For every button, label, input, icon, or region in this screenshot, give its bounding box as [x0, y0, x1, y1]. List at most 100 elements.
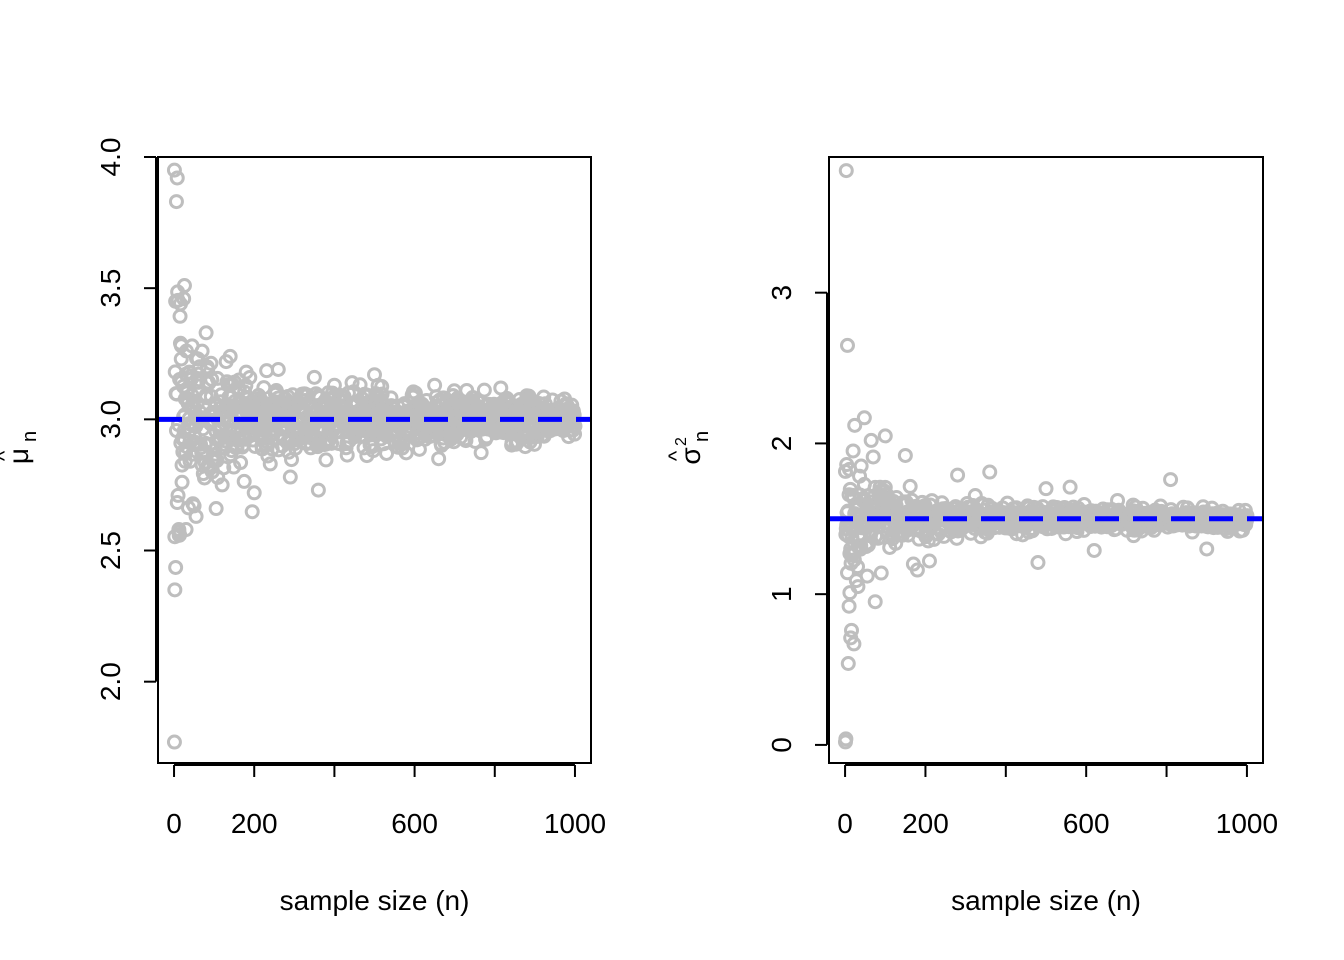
mean-point	[172, 308, 188, 324]
mean-y-tick-label: 3.5	[95, 269, 126, 308]
mean-point	[168, 293, 184, 309]
mean-point	[188, 508, 204, 524]
mean-x-tick-label: 200	[231, 808, 278, 839]
variance-point	[865, 449, 881, 465]
variance-point	[856, 410, 872, 426]
variance-y-tick-label: 2	[766, 436, 797, 452]
variance-point	[867, 594, 883, 610]
variance-point	[950, 467, 966, 483]
mean-point	[306, 369, 322, 385]
mean-point	[374, 379, 390, 395]
mean-point	[344, 375, 360, 391]
mean-point	[194, 343, 210, 359]
mean-point	[282, 469, 298, 485]
variance-point	[860, 537, 876, 553]
mean-point	[259, 363, 275, 379]
mean-point	[203, 355, 219, 371]
mean-y-tick-label: 2.5	[95, 531, 126, 570]
variance-point	[909, 562, 925, 578]
mean-x-axis-title: sample size (n)	[280, 885, 470, 916]
mean-x-tick-label: 600	[391, 808, 438, 839]
variance-point	[838, 731, 854, 747]
variance-y-title-hat: ^	[664, 450, 689, 461]
mean-point	[176, 278, 192, 294]
mean-point	[204, 464, 220, 480]
mean-point	[246, 485, 262, 501]
mean-point	[365, 443, 381, 459]
mean-point	[536, 389, 552, 405]
mean-x-tick-label: 0	[166, 808, 182, 839]
variance-y-tick-label: 0	[766, 737, 797, 753]
variance-point	[1239, 508, 1255, 524]
mean-point	[326, 377, 342, 393]
mean-points	[166, 162, 583, 750]
variance-point	[844, 547, 860, 563]
mean-point	[166, 162, 182, 178]
variance-point	[844, 622, 860, 638]
variance-point	[1163, 472, 1179, 488]
mean-point	[379, 445, 395, 461]
mean-point	[180, 382, 196, 398]
variance-point	[921, 553, 937, 569]
variance-y-axis: 0 1 2 3	[766, 285, 828, 753]
mean-point	[214, 477, 230, 493]
mean-y-tick-label: 3.0	[95, 400, 126, 439]
mean-point	[262, 456, 278, 472]
variance-y-title-symbol: σ	[675, 447, 706, 464]
mean-point	[310, 482, 326, 498]
mean-y-tick-label: 2.0	[95, 662, 126, 701]
mean-point	[168, 559, 184, 575]
mean-point	[236, 473, 252, 489]
variance-point	[838, 163, 854, 179]
mean-y-axis: 2.0 2.5 3.0 3.5 4.0	[95, 138, 157, 701]
variance-point	[1086, 542, 1102, 558]
mean-point	[567, 426, 583, 442]
variance-point	[1199, 541, 1215, 557]
mean-y-title-symbol: μ	[3, 448, 34, 464]
variance-point	[902, 478, 918, 494]
variance-point	[1062, 479, 1078, 495]
variance-point	[982, 464, 998, 480]
mean-point	[174, 474, 190, 490]
variance-plot-frame	[828, 156, 1264, 764]
mean-point	[190, 351, 206, 367]
variance-point	[845, 443, 861, 459]
variance-point	[863, 432, 879, 448]
mean-y-title-hat: ^	[0, 450, 17, 461]
variance-point	[839, 337, 855, 353]
mean-point	[431, 451, 447, 467]
mean-point	[473, 445, 489, 461]
mean-y-axis-title: μ^n	[0, 431, 41, 464]
variance-x-axis: 0 200 600 1000	[837, 764, 1278, 839]
mean-point	[177, 453, 193, 469]
variance-point	[847, 417, 863, 433]
variance-point	[841, 598, 857, 614]
mean-point	[198, 325, 214, 341]
mean-point	[244, 504, 260, 520]
variance-point	[1030, 555, 1046, 571]
mean-point	[499, 390, 515, 406]
mean-x-tick-label: 1000	[544, 808, 606, 839]
mean-point	[367, 367, 382, 383]
variance-point	[1038, 481, 1054, 497]
variance-y-title-subscript: n	[691, 431, 713, 442]
mean-point	[175, 430, 191, 446]
variance-x-tick-label: 200	[902, 808, 949, 839]
mean-point	[398, 445, 414, 461]
mean-point	[237, 384, 253, 400]
mean-point	[181, 364, 197, 380]
mean-x-axis: 0 200 600 1000	[166, 764, 606, 839]
mean-point	[173, 351, 189, 367]
mean-point	[318, 452, 334, 468]
mean-point	[233, 455, 249, 471]
mean-point	[459, 382, 475, 398]
variance-point	[846, 636, 862, 652]
variance-y-title-superscript: 2	[673, 437, 690, 446]
mean-point	[427, 377, 443, 393]
variance-points	[837, 163, 1255, 750]
mean-point	[270, 361, 286, 377]
mean-point	[182, 453, 198, 469]
mean-point	[166, 734, 182, 750]
